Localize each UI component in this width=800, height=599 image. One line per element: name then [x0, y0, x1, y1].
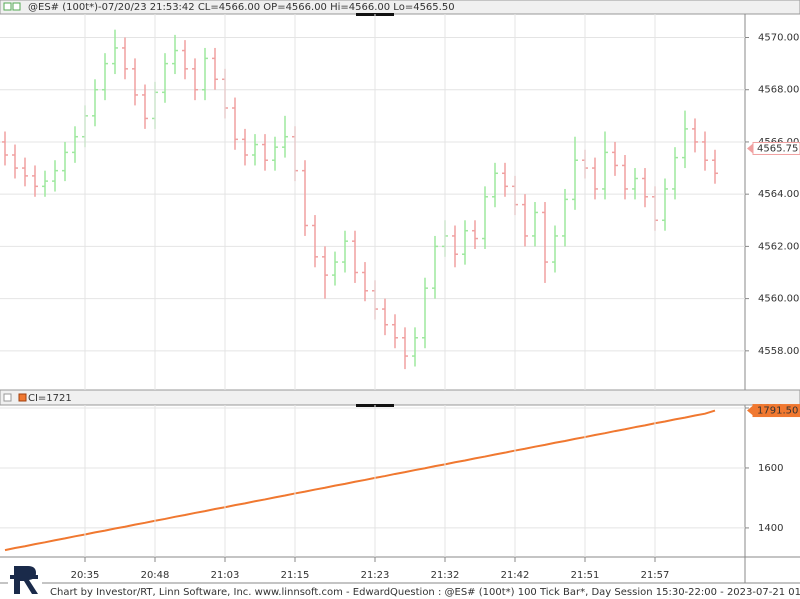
y-tick-label: 4562.00 — [758, 241, 799, 252]
panel-title: @ES# (100t*)-07/20/23 21:53:42 CL=4566.0… — [28, 2, 455, 13]
last-value-label: 1791.50 — [757, 406, 798, 417]
logo-r — [14, 566, 38, 594]
y-tick-label: 1400 — [758, 523, 783, 534]
y-tick-label: 4560.00 — [758, 294, 799, 305]
header-icon — [3, 393, 12, 402]
y-tick-label: 4568.00 — [758, 85, 799, 96]
x-tick-label: 20:35 — [71, 570, 100, 581]
x-tick-label: 21:23 — [361, 570, 390, 581]
logo-band — [10, 575, 38, 579]
last-value-arrow — [747, 143, 753, 154]
panel-title: CI=1721 — [28, 393, 72, 404]
footer: Chart by Investor/RT, Linn Software, Inc… — [50, 587, 800, 598]
last-value-arrow — [747, 405, 753, 416]
panel-header — [0, 389, 800, 406]
x-tick-label: 21:51 — [571, 570, 600, 581]
x-tick-label: 21:15 — [281, 570, 310, 581]
ci-line — [4, 409, 716, 552]
y-tick-label: 1600 — [758, 463, 783, 474]
logo — [8, 562, 42, 596]
last-value-label: 4565.75 — [757, 143, 798, 154]
y-tick-label: 4570.00 — [758, 33, 799, 44]
header-icon — [12, 2, 21, 11]
header-icon — [18, 393, 27, 402]
header-icon — [3, 2, 12, 11]
x-tick-label: 21:32 — [431, 570, 460, 581]
y-tick-label: 4564.00 — [758, 189, 799, 200]
panel-header — [0, 0, 800, 15]
x-tick-label: 21:03 — [211, 570, 240, 581]
x-tick-label: 21:57 — [641, 570, 670, 581]
x-tick-label: 20:48 — [141, 570, 170, 581]
y-tick-label: 4558.00 — [758, 346, 799, 357]
x-tick-label: 21:42 — [501, 570, 530, 581]
